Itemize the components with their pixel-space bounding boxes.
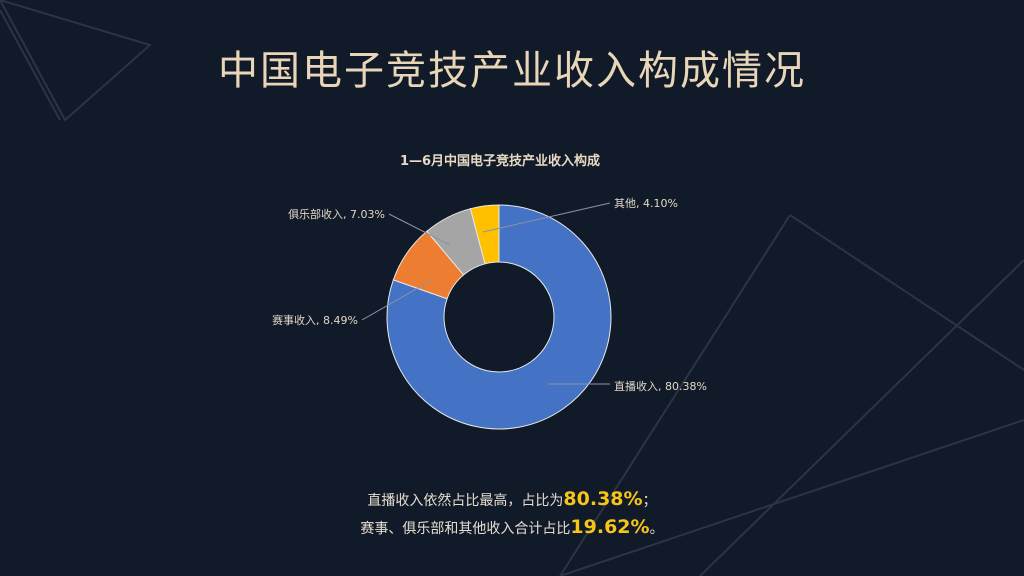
donut-slice-0 xyxy=(386,204,612,430)
summary-line-1: 直播收入依然占比最高，占比为80.38%； xyxy=(0,488,1024,510)
leader-line-3 xyxy=(482,202,611,233)
summary-line-2: 赛事、俱乐部和其他收入合计占比19.62%。 xyxy=(0,516,1024,538)
summary-value-2: 19.62% xyxy=(570,516,650,538)
leader-line-1 xyxy=(361,279,433,321)
summary-value-1: 80.38% xyxy=(563,488,643,510)
page-title: 中国电子竞技产业收入构成情况 xyxy=(218,48,806,94)
summary-end-1: ； xyxy=(642,493,657,509)
donut-slice-3 xyxy=(469,204,500,265)
data-label-0: 直播收入, 80.38% xyxy=(614,379,707,393)
summary-text-1: 直播收入依然占比最高，占比为 xyxy=(367,493,564,509)
data-label-3: 其他, 4.10% xyxy=(614,197,678,210)
chart-title: 1—6月中国电子竞技产业收入构成 xyxy=(399,154,601,169)
summary-text-2: 赛事、俱乐部和其他收入合计占比 xyxy=(360,521,571,537)
summary-end-2: 。 xyxy=(649,521,664,537)
data-label-2: 俱乐部收入, 7.03% xyxy=(288,207,385,221)
leader-line-2 xyxy=(388,213,451,246)
data-label-1: 赛事收入, 8.49% xyxy=(272,313,358,327)
